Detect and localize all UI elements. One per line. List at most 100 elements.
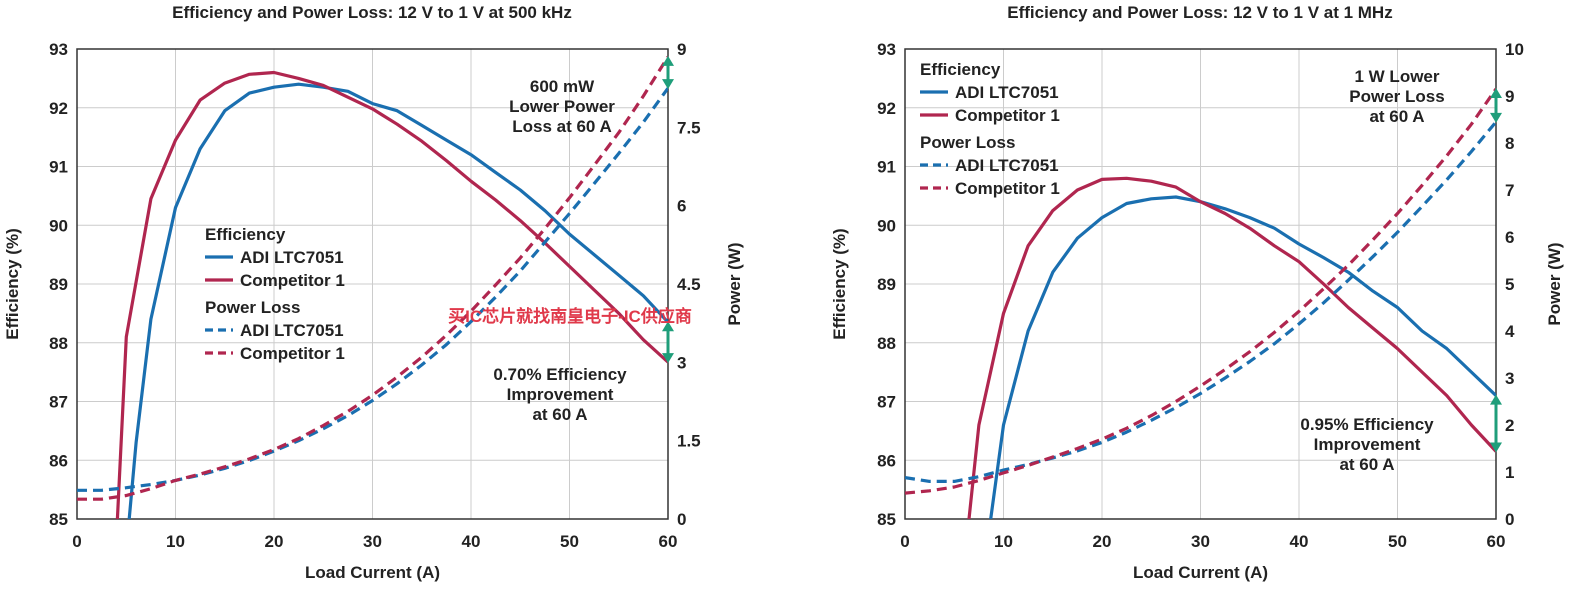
y2-tick-label: 10	[1505, 40, 1524, 59]
y2-tick-label: 9	[1505, 87, 1514, 106]
y-tick-label: 89	[877, 275, 896, 294]
arrow-head-up	[662, 55, 674, 66]
difference-arrow	[662, 321, 674, 364]
y-axis-label: Efficiency (%)	[3, 228, 22, 339]
y2-axis-label: Power (W)	[725, 242, 744, 325]
arrow-head-up	[1490, 394, 1502, 405]
annotation-line: Lower Power	[509, 97, 615, 116]
y2-tick-label: 0	[1505, 510, 1514, 529]
plot-frame	[76, 48, 669, 520]
arrow-head-down	[662, 353, 674, 364]
annotation-line: at 60 A	[1369, 107, 1424, 126]
annotation-line: 0.70% Efficiency	[493, 365, 627, 384]
power-loss-line-competitor	[77, 55, 668, 501]
x-tick-label: 30	[363, 532, 382, 551]
legend-label-efficiency-competitor: Competitor 1	[240, 271, 345, 290]
x-tick-label: 0	[900, 532, 909, 551]
y-tick-label: 90	[49, 216, 68, 235]
difference-arrow	[662, 55, 674, 90]
efficiency-line-adi	[127, 82, 668, 519]
legend-label-power-adi: ADI LTC7051	[240, 321, 344, 340]
power-loss-line-adi	[905, 120, 1496, 483]
y2-tick-label: 6	[677, 197, 686, 216]
x-tick-label: 30	[1191, 532, 1210, 551]
y-tick-label: 87	[877, 393, 896, 412]
watermark-text: 买IC芯片就找南皇电子-IC供应商	[448, 306, 692, 326]
y-tick-label: 85	[877, 510, 896, 529]
plot-frame	[904, 48, 1497, 520]
y-tick-label: 90	[877, 216, 896, 235]
efficiency-line-competitor	[115, 70, 668, 519]
y-tick-label: 85	[49, 510, 68, 529]
annotation-line: Power Loss	[1349, 87, 1444, 106]
legend-label-power-competitor: Competitor 1	[240, 344, 345, 363]
y2-tick-label: 1	[1505, 463, 1514, 482]
y2-tick-label: 0	[677, 510, 686, 529]
x-tick-label: 50	[560, 532, 579, 551]
efficiency-line-adi	[989, 195, 1496, 519]
y2-tick-label: 1.5	[677, 432, 701, 451]
legend-power-header: Power Loss	[205, 298, 300, 317]
power-loss-line-competitor	[905, 87, 1496, 495]
arrow-head-down	[1490, 442, 1502, 453]
annotation-line: Improvement	[1314, 435, 1421, 454]
x-tick-label: 10	[166, 532, 185, 551]
annotation-line: Improvement	[507, 385, 614, 404]
y-tick-label: 92	[877, 99, 896, 118]
x-tick-label: 60	[659, 532, 678, 551]
annotation-line: 600 mW	[530, 77, 595, 96]
legend-label-power-competitor: Competitor 1	[955, 179, 1060, 198]
legend-label-power-adi: ADI LTC7051	[955, 156, 1059, 175]
x-tick-label: 50	[1388, 532, 1407, 551]
legend-label-efficiency-adi: ADI LTC7051	[240, 248, 344, 267]
x-tick-label: 40	[462, 532, 481, 551]
x-tick-label: 0	[72, 532, 81, 551]
chart-title: Efficiency and Power Loss: 12 V to 1 V a…	[172, 3, 572, 22]
y-tick-label: 86	[877, 451, 896, 470]
x-tick-label: 60	[1487, 532, 1506, 551]
y-tick-label: 88	[49, 334, 68, 353]
chart-2: Efficiency and Power Loss: 12 V to 1 V a…	[830, 3, 1564, 582]
arrow-head-up	[1490, 87, 1502, 98]
x-axis-label: Load Current (A)	[305, 563, 440, 582]
legend-label-efficiency-competitor: Competitor 1	[955, 106, 1060, 125]
x-tick-label: 10	[994, 532, 1013, 551]
x-tick-label: 40	[1290, 532, 1309, 551]
annotation-line: at 60 A	[1339, 455, 1394, 474]
annotation-line: 1 W Lower	[1354, 67, 1439, 86]
chart-title: Efficiency and Power Loss: 12 V to 1 V a…	[1007, 3, 1392, 22]
y-tick-label: 92	[49, 99, 68, 118]
y-tick-label: 89	[49, 275, 68, 294]
legend-power-header: Power Loss	[920, 133, 1015, 152]
y2-tick-label: 3	[677, 353, 686, 372]
y2-tick-label: 4	[1505, 322, 1515, 341]
y2-tick-label: 7.5	[677, 118, 701, 137]
annotation-line: Loss at 60 A	[512, 117, 612, 136]
y-tick-label: 93	[877, 40, 896, 59]
x-tick-label: 20	[265, 532, 284, 551]
y2-tick-label: 3	[1505, 369, 1514, 388]
x-axis-label: Load Current (A)	[1133, 563, 1268, 582]
annotation-line: at 60 A	[532, 405, 587, 424]
y2-tick-label: 6	[1505, 228, 1514, 247]
y-tick-label: 87	[49, 393, 68, 412]
y-tick-label: 91	[49, 158, 68, 177]
y-tick-label: 93	[49, 40, 68, 59]
y-axis-label: Efficiency (%)	[830, 228, 849, 339]
difference-arrow	[1490, 394, 1502, 453]
y2-tick-label: 9	[677, 40, 686, 59]
y2-tick-label: 4.5	[677, 275, 701, 294]
y2-tick-label: 7	[1505, 181, 1514, 200]
arrow-head-up	[662, 321, 674, 332]
y2-tick-label: 2	[1505, 416, 1514, 435]
difference-arrow	[1490, 87, 1502, 123]
y2-tick-label: 5	[1505, 275, 1514, 294]
y2-tick-label: 8	[1505, 134, 1514, 153]
chart-1: Efficiency and Power Loss: 12 V to 1 V a…	[3, 3, 744, 582]
annotation-line: 0.95% Efficiency	[1300, 415, 1434, 434]
legend-efficiency-header: Efficiency	[920, 60, 1001, 79]
x-tick-label: 20	[1093, 532, 1112, 551]
legend-label-efficiency-adi: ADI LTC7051	[955, 83, 1059, 102]
y-tick-label: 86	[49, 451, 68, 470]
